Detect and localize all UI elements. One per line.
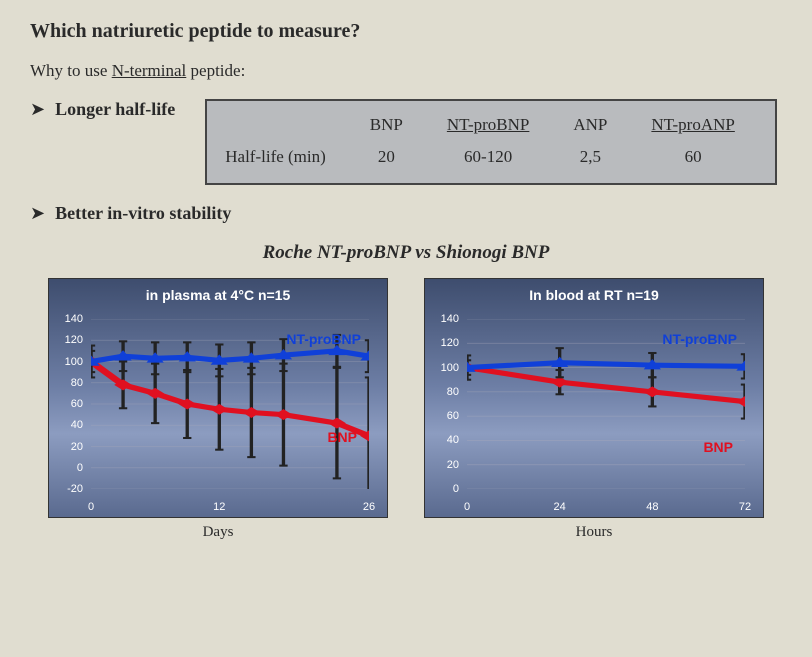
y-tick-label: -20: [67, 483, 83, 495]
y-tick-label: 20: [71, 441, 83, 453]
table-cell: 60: [629, 141, 756, 173]
series-label-bnp: BNP: [703, 439, 733, 455]
table-row-label: Half-life (min): [225, 141, 348, 173]
subtitle-prefix: Why to use: [30, 61, 112, 80]
y-tick-label: 140: [65, 313, 83, 325]
y-tick-label: 0: [453, 483, 459, 495]
table-cell: 2,5: [551, 141, 629, 173]
x-tick-label: 0: [88, 501, 94, 513]
x-tick-label: 12: [213, 501, 225, 513]
chart-right-x-title: Hours: [576, 524, 613, 541]
y-tick-label: 0: [77, 462, 83, 474]
chart-left-box: in plasma at 4°C n=15 -20020406080100120…: [48, 278, 388, 541]
y-tick-label: 100: [65, 356, 83, 368]
x-tick-label: 26: [363, 501, 375, 513]
series-label-bnp: BNP: [327, 429, 357, 445]
subtitle-underlined: N-terminal: [112, 61, 187, 80]
bullet-text-2: Better in-vitro stability: [55, 203, 231, 224]
table-col-header: NT-proBNP: [425, 109, 552, 141]
chart-right-title: In blood at RT n=19: [425, 279, 763, 307]
y-tick-label: 140: [441, 313, 459, 325]
y-tick-label: 120: [65, 334, 83, 346]
table-col-header: NT-proANP: [629, 109, 756, 141]
series-label-nt: NT-proBNP: [662, 331, 737, 347]
x-tick-label: 72: [739, 501, 751, 513]
subtitle-suffix: peptide:: [186, 61, 245, 80]
chart-left: in plasma at 4°C n=15 -20020406080100120…: [48, 278, 388, 518]
x-tick-label: 48: [646, 501, 658, 513]
y-tick-label: 60: [447, 410, 459, 422]
bullet-glyph: ➤: [30, 203, 45, 224]
x-tick-label: 0: [464, 501, 470, 513]
y-tick-label: 100: [441, 362, 459, 374]
chart-left-x-title: Days: [203, 524, 234, 541]
series-label-nt: NT-proBNP: [286, 331, 361, 347]
y-tick-label: 80: [447, 386, 459, 398]
y-tick-label: 40: [71, 419, 83, 431]
bullet-row-1: ➤ Longer half-life BNPNT-proBNPANPNT-pro…: [30, 99, 782, 185]
page-subtitle: Why to use N-terminal peptide:: [30, 61, 782, 81]
bullet-row-2: ➤ Better in-vitro stability: [30, 203, 782, 224]
y-tick-label: 20: [447, 459, 459, 471]
bullet-text-1: Longer half-life: [55, 99, 175, 120]
charts-row: in plasma at 4°C n=15 -20020406080100120…: [30, 278, 782, 541]
y-tick-label: 40: [447, 434, 459, 446]
chart-left-title: in plasma at 4°C n=15: [49, 279, 387, 307]
x-tick-label: 24: [554, 501, 566, 513]
y-tick-label: 120: [441, 337, 459, 349]
chart-right: In blood at RT n=19 0 20 40 60 80 100 120 140 0…: [424, 278, 764, 518]
y-tick-label: 80: [71, 377, 83, 389]
halflife-table: BNPNT-proBNPANPNT-proANPHalf-life (min)2…: [205, 99, 777, 185]
chart-right-box: In blood at RT n=19 0 20 40 60 80 100 120 140 0…: [424, 278, 764, 541]
y-tick-label: 60: [71, 398, 83, 410]
page-title: Which natriuretic peptide to measure?: [30, 20, 782, 43]
bullet-glyph: ➤: [30, 99, 45, 120]
table-col-header: ANP: [551, 109, 629, 141]
table-cell: 20: [348, 141, 425, 173]
table-col-header: BNP: [348, 109, 425, 141]
charts-section-title: Roche NT-proBNP vs Shionogi BNP: [30, 242, 782, 264]
table-cell: 60-120: [425, 141, 552, 173]
